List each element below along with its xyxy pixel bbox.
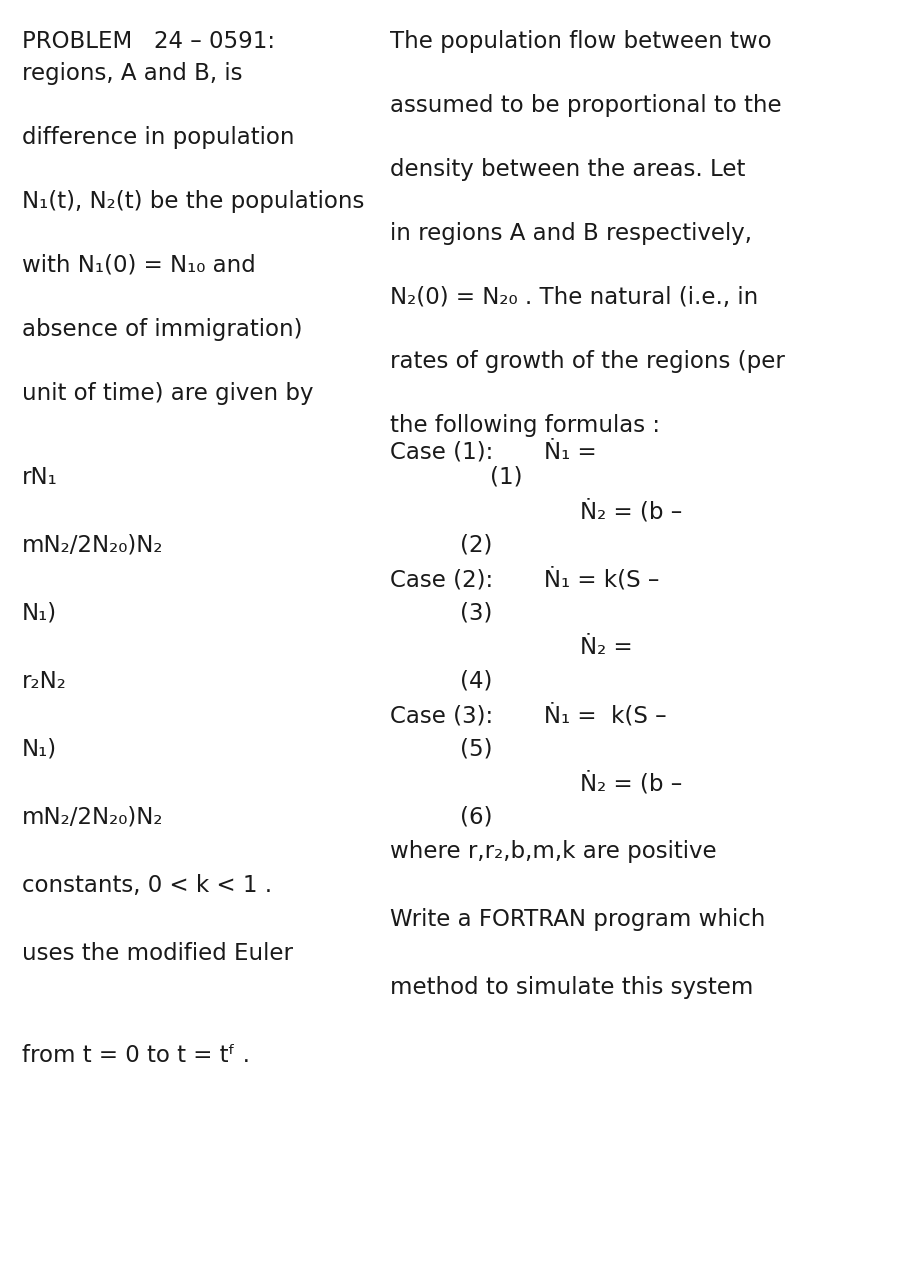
Text: the following formulas :: the following formulas : [390, 413, 660, 436]
Text: with N₁(0) = N₁₀ and: with N₁(0) = N₁₀ and [22, 253, 256, 276]
Text: Ṅ₂ = (b –: Ṅ₂ = (b – [580, 500, 682, 524]
Text: The population flow between two: The population flow between two [390, 29, 772, 52]
Text: Case (1):       Ṅ₁ =: Case (1): Ṅ₁ = [390, 440, 597, 463]
Text: uses the modified Euler: uses the modified Euler [22, 942, 293, 965]
Text: absence of immigration): absence of immigration) [22, 317, 303, 340]
Text: method to simulate this system: method to simulate this system [390, 975, 754, 998]
Text: Ṅ₂ =: Ṅ₂ = [580, 636, 633, 659]
Text: mN₂/2N₂₀)N₂: mN₂/2N₂₀)N₂ [22, 806, 163, 829]
Text: (3): (3) [460, 602, 492, 625]
Text: assumed to be proportional to the: assumed to be proportional to the [390, 93, 781, 116]
Text: difference in population: difference in population [22, 125, 295, 148]
Text: mN₂/2N₂₀)N₂: mN₂/2N₂₀)N₂ [22, 534, 163, 557]
Text: (4): (4) [460, 669, 492, 692]
Text: rates of growth of the regions (per: rates of growth of the regions (per [390, 349, 785, 372]
Text: (1): (1) [490, 466, 522, 489]
Text: (2): (2) [460, 534, 492, 557]
Text: Case (2):       Ṅ₁ = k(S –: Case (2): Ṅ₁ = k(S – [390, 568, 659, 591]
Text: N₁): N₁) [22, 602, 57, 625]
Text: constants, 0 < k < 1 .: constants, 0 < k < 1 . [22, 874, 272, 897]
Text: PROBLEM   24 – 0591:: PROBLEM 24 – 0591: [22, 29, 275, 52]
Text: Case (3):       Ṅ₁ =  k(S –: Case (3): Ṅ₁ = k(S – [390, 704, 666, 727]
Text: N₂(0) = N₂₀ . The natural (i.e., in: N₂(0) = N₂₀ . The natural (i.e., in [390, 285, 758, 308]
Text: regions, A and B, is: regions, A and B, is [22, 61, 242, 84]
Text: unit of time) are given by: unit of time) are given by [22, 381, 314, 404]
Text: N₁(t), N₂(t) be the populations: N₁(t), N₂(t) be the populations [22, 189, 364, 212]
Text: (6): (6) [460, 806, 492, 829]
Text: density between the areas. Let: density between the areas. Let [390, 157, 745, 180]
Text: r₂N₂: r₂N₂ [22, 669, 67, 692]
Text: (5): (5) [460, 739, 492, 762]
Text: from t = 0 to t = tᶠ .: from t = 0 to t = tᶠ . [22, 1044, 250, 1068]
Text: where r,r₂,b,m,k are positive: where r,r₂,b,m,k are positive [390, 840, 717, 863]
Text: Write a FORTRAN program which: Write a FORTRAN program which [390, 908, 766, 931]
Text: N₁): N₁) [22, 739, 57, 762]
Text: in regions A and B respectively,: in regions A and B respectively, [390, 221, 752, 244]
Text: Ṅ₂ = (b –: Ṅ₂ = (b – [580, 772, 682, 795]
Text: rN₁: rN₁ [22, 466, 58, 489]
